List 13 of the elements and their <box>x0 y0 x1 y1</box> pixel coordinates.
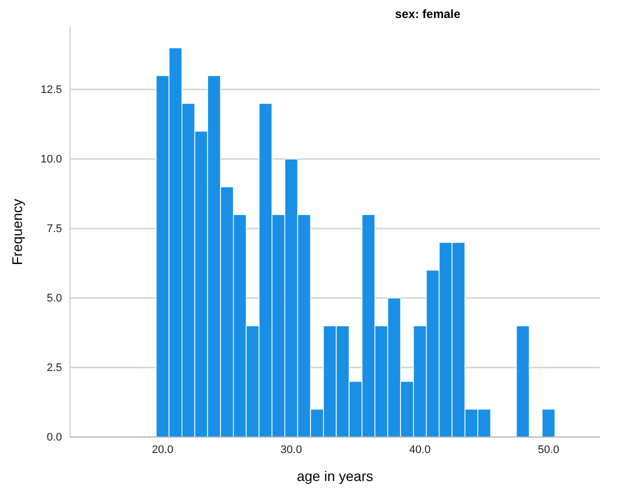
y-tick-label: 10.0 <box>40 154 62 166</box>
y-tick-label: 7.5 <box>46 223 62 236</box>
y-axis-title: Frequency <box>9 198 25 266</box>
chart-title: sex: female <box>395 7 461 21</box>
x-tick-label: 40.0 <box>409 444 431 456</box>
y-tick-label: 12.5 <box>40 84 62 96</box>
x-tick-label: 20.0 <box>152 444 174 456</box>
y-tick-label: 2.5 <box>46 362 62 374</box>
x-tick-label: 30.0 <box>280 444 302 456</box>
y-tick-label: 0.0 <box>46 432 62 444</box>
x-tick-label: 50.0 <box>538 444 560 456</box>
y-tick-label: 5.0 <box>46 292 62 305</box>
x-axis-title: age in years <box>296 468 374 484</box>
